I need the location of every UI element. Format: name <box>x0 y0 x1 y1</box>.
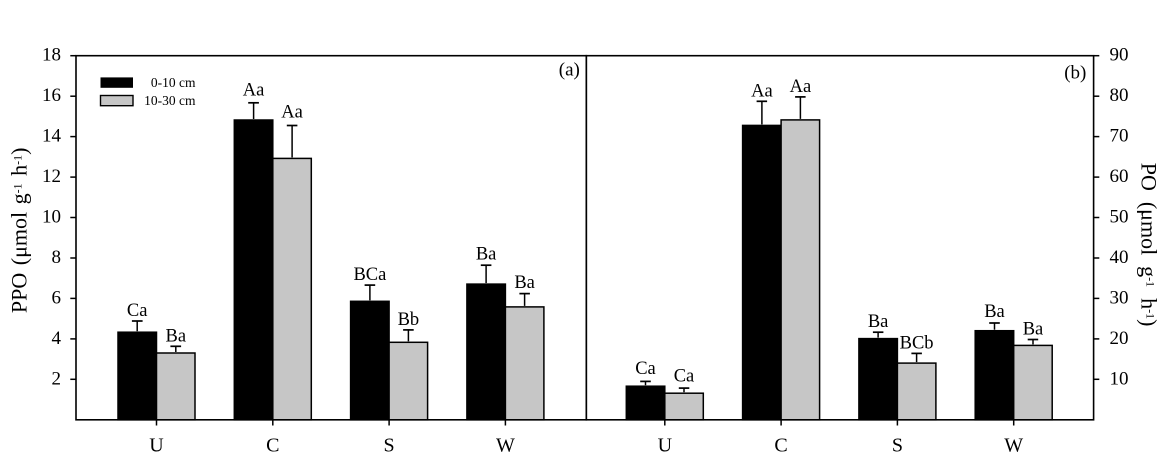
svg-text:Ba: Ba <box>868 312 889 332</box>
svg-text:0-10 cm: 0-10 cm <box>151 75 196 90</box>
svg-text:Aa: Aa <box>243 81 265 101</box>
svg-text:Ca: Ca <box>674 367 695 387</box>
svg-text:80: 80 <box>1110 85 1129 106</box>
svg-text:70: 70 <box>1110 126 1129 147</box>
svg-text:16: 16 <box>42 85 61 106</box>
svg-text:90: 90 <box>1110 45 1129 66</box>
svg-text:10: 10 <box>1110 368 1129 389</box>
svg-text:PPO (μmol g-1 h-1): PPO (μmol g-1 h-1) <box>7 148 32 314</box>
svg-text:20: 20 <box>1110 328 1129 349</box>
svg-text:C: C <box>774 435 787 457</box>
svg-text:10-30 cm: 10-30 cm <box>144 93 196 108</box>
svg-text:Bb: Bb <box>398 310 420 330</box>
svg-text:14: 14 <box>42 126 62 147</box>
svg-text:Ca: Ca <box>635 359 656 379</box>
svg-text:Ba: Ba <box>514 273 535 293</box>
svg-text:4: 4 <box>52 328 62 349</box>
svg-text:S: S <box>892 435 903 457</box>
svg-text:Aa: Aa <box>790 77 812 97</box>
svg-text:PO (μmol g-1 h-1): PO (μmol g-1 h-1) <box>1137 163 1162 327</box>
svg-text:2: 2 <box>52 368 62 389</box>
svg-text:Ba: Ba <box>1023 320 1044 340</box>
svg-text:U: U <box>149 435 164 457</box>
svg-text:Aa: Aa <box>281 103 303 123</box>
svg-text:Aa: Aa <box>751 82 773 102</box>
svg-text:S: S <box>384 435 395 457</box>
svg-text:8: 8 <box>52 247 62 268</box>
svg-text:50: 50 <box>1110 207 1129 228</box>
svg-text:W: W <box>496 435 515 457</box>
svg-text:(a): (a) <box>559 60 580 81</box>
svg-text:Ba: Ba <box>984 302 1005 322</box>
svg-text:BCb: BCb <box>900 333 934 353</box>
svg-text:C: C <box>266 435 279 457</box>
svg-text:6: 6 <box>52 287 62 308</box>
svg-text:18: 18 <box>42 45 61 66</box>
svg-text:60: 60 <box>1110 166 1129 187</box>
svg-text:W: W <box>1004 435 1023 457</box>
svg-text:30: 30 <box>1110 287 1129 308</box>
svg-text:(b): (b) <box>1064 63 1086 84</box>
svg-text:12: 12 <box>42 166 61 187</box>
svg-text:Ba: Ba <box>166 327 187 347</box>
svg-text:Ca: Ca <box>127 301 148 321</box>
svg-text:BCa: BCa <box>353 265 386 285</box>
svg-text:10: 10 <box>42 207 61 228</box>
svg-text:Ba: Ba <box>476 245 497 265</box>
svg-text:40: 40 <box>1110 247 1129 268</box>
svg-text:U: U <box>658 435 673 457</box>
